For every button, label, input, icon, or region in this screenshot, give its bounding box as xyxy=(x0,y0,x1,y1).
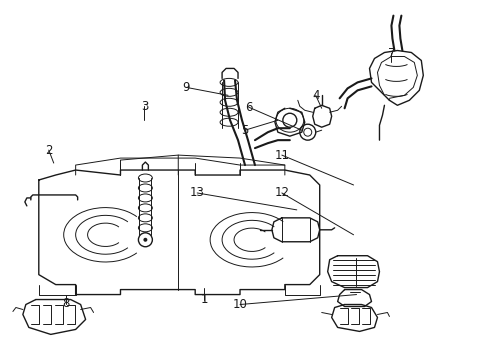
Circle shape xyxy=(143,238,147,242)
Text: 12: 12 xyxy=(274,186,289,199)
Text: 1: 1 xyxy=(200,293,207,306)
Text: 10: 10 xyxy=(232,298,247,311)
Text: 11: 11 xyxy=(274,149,289,162)
Text: 6: 6 xyxy=(244,101,252,114)
Text: 13: 13 xyxy=(189,186,204,199)
Text: 3: 3 xyxy=(141,100,148,113)
Text: 8: 8 xyxy=(62,297,69,310)
Text: 9: 9 xyxy=(182,81,189,94)
Text: 5: 5 xyxy=(241,124,248,137)
Text: 2: 2 xyxy=(45,144,52,157)
Text: 4: 4 xyxy=(311,89,319,102)
Text: 7: 7 xyxy=(387,47,394,60)
